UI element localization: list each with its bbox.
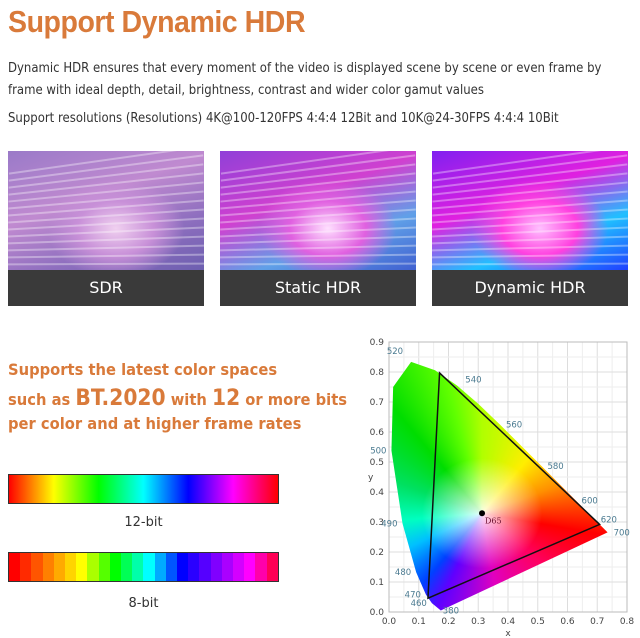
y-tick-label: 0.8 — [370, 368, 385, 378]
d65-label: D65 — [485, 516, 502, 525]
color-step — [199, 553, 211, 581]
page-title: Support Dynamic HDR — [8, 4, 306, 39]
color-step — [76, 553, 88, 581]
color-step — [266, 553, 278, 581]
color-step — [9, 553, 21, 581]
color-spaces-line3: per color and at higher frame rates — [8, 414, 302, 433]
y-axis-label: y — [368, 473, 374, 483]
color-step — [244, 553, 256, 581]
color-step — [65, 553, 77, 581]
wavelength-label: 460 — [411, 599, 427, 609]
color-step — [87, 553, 99, 581]
x-tick-label: 0.0 — [382, 617, 397, 627]
text-post: or more bits — [240, 390, 347, 409]
x-tick-label: 0.4 — [501, 617, 516, 627]
y-tick-label: 0.7 — [370, 398, 384, 408]
wavelength-label: 520 — [387, 347, 403, 357]
color-step — [154, 553, 166, 581]
y-tick-label: 0.1 — [370, 578, 384, 588]
color-step — [188, 553, 200, 581]
sdr-caption: SDR — [8, 270, 204, 306]
color-step — [20, 553, 32, 581]
wavelength-label: 700 — [614, 528, 630, 538]
x-tick-label: 0.3 — [471, 617, 485, 627]
x-tick-label: 0.7 — [590, 617, 604, 627]
12-bit-gradient-bar — [8, 474, 279, 504]
y-tick-label: 0.4 — [370, 488, 385, 498]
color-step — [165, 553, 178, 581]
description-text: Dynamic HDR ensures that every moment of… — [8, 61, 602, 98]
y-tick-label: 0.0 — [370, 608, 385, 618]
wavelength-label: 600 — [582, 496, 598, 506]
plot-frame — [388, 341, 628, 613]
8-bit-label: 8-bit — [128, 596, 159, 611]
color-step — [132, 553, 144, 581]
text-with: with — [165, 390, 212, 409]
wavelength-label: 500 — [370, 446, 386, 456]
y-tick-label: 0.5 — [370, 458, 384, 468]
sdr-panel: SDR — [8, 151, 204, 306]
color-step — [177, 553, 189, 581]
color-step — [98, 553, 110, 581]
color-step — [121, 553, 133, 581]
color-step — [42, 553, 54, 581]
wavelength-label: 620 — [601, 516, 617, 526]
y-tick-label: 0.3 — [370, 518, 384, 528]
color-step — [143, 553, 155, 581]
wavelength-label: 470 — [405, 591, 421, 601]
wavelength-label: 540 — [465, 376, 481, 386]
color-step — [31, 553, 43, 581]
y-tick-label: 0.6 — [370, 428, 385, 438]
d65-white-point — [479, 510, 486, 517]
x-axis-label: x — [505, 629, 511, 638]
color-spaces-line1: Supports the latest color spaces — [8, 360, 278, 379]
color-spaces-line2: such as BT.2020 with 12 or more bits — [8, 386, 347, 411]
color-step — [53, 553, 66, 581]
color-step — [233, 553, 245, 581]
static-hdr-panel: Static HDR — [220, 151, 416, 306]
sdr-image — [8, 151, 204, 270]
y-tick-label: 0.2 — [370, 548, 384, 558]
static-hdr-image — [220, 151, 416, 270]
bt2020-gamut-triangle — [427, 371, 601, 600]
dynamic-hdr-image — [432, 151, 628, 270]
text-pre: such as — [8, 390, 76, 409]
wavelength-label: 480 — [395, 568, 411, 578]
color-step — [109, 553, 122, 581]
dynamic-hdr-caption: Dynamic HDR — [432, 270, 628, 306]
color-step — [255, 553, 267, 581]
static-hdr-caption: Static HDR — [220, 270, 416, 306]
x-tick-label: 0.1 — [412, 617, 426, 627]
wavelength-label: 490 — [381, 520, 397, 530]
wavelength-label: 580 — [547, 462, 563, 472]
x-tick-label: 0.2 — [441, 617, 455, 627]
8-bit-gradient-bar — [8, 552, 279, 582]
12-bit-label: 12-bit — [124, 515, 163, 530]
dynamic-hdr-panel: Dynamic HDR — [432, 151, 628, 306]
resolutions-text: Support resolutions (Resolutions) 4K@100… — [8, 111, 559, 126]
x-tick-label: 0.8 — [620, 617, 635, 627]
x-tick-label: 0.5 — [531, 617, 545, 627]
color-step — [221, 553, 234, 581]
x-tick-label: 0.6 — [560, 617, 575, 627]
wavelength-label: 380 — [443, 607, 459, 617]
twelve-text: 12 — [211, 386, 241, 411]
y-tick-label: 0.9 — [370, 338, 385, 348]
bt2020-text: BT.2020 — [75, 386, 166, 411]
color-step — [210, 553, 222, 581]
wavelength-label: 560 — [506, 421, 522, 431]
